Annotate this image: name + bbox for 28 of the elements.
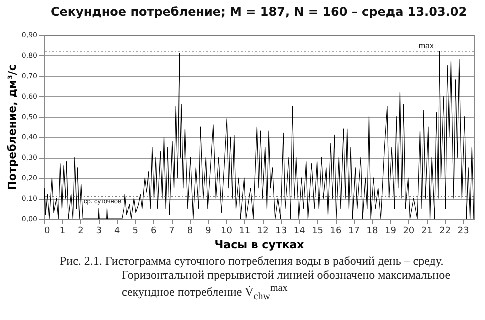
x-tick-label: 17 xyxy=(348,226,360,236)
x-tick-label: 16 xyxy=(330,226,342,236)
x-tick-label: 21 xyxy=(421,226,433,236)
y-axis-title: Потребление, дм³/с xyxy=(6,64,19,190)
x-tick-label: 22 xyxy=(440,226,452,236)
x-tick-label: 19 xyxy=(384,226,397,236)
x-tick-label: 6 xyxy=(150,226,157,236)
x-axis-title: Часы в сутках xyxy=(214,238,304,252)
x-tick-label: 14 xyxy=(294,226,306,236)
x-tick-label: 18 xyxy=(366,226,378,236)
x-tick-label: 15 xyxy=(312,226,324,236)
x-tick-label: 12 xyxy=(257,226,269,236)
chart-title: Секундное потребление; M = 187, N = 160 – среда 13.03.02 xyxy=(50,5,468,19)
x-tick-label: 8 xyxy=(187,226,194,236)
x-tick-label: 0 xyxy=(44,226,50,236)
x-tick-label: 3 xyxy=(96,226,102,236)
x-tick-label: 4 xyxy=(114,226,121,236)
x-tick-label: 9 xyxy=(206,226,212,236)
x-tick-label: 2 xyxy=(78,226,84,236)
x-tick-label: 10 xyxy=(220,226,233,236)
x-tick-label: 20 xyxy=(403,226,415,236)
x-tick-label: 5 xyxy=(132,226,138,236)
x-tick-label: 1 xyxy=(60,226,66,236)
ref-line-label: max xyxy=(418,41,434,50)
x-tick-label: 11 xyxy=(239,226,251,236)
x-tick-label: 13 xyxy=(276,226,288,236)
x-tick-label: 23 xyxy=(458,226,470,236)
x-tick-label: 7 xyxy=(169,226,175,236)
